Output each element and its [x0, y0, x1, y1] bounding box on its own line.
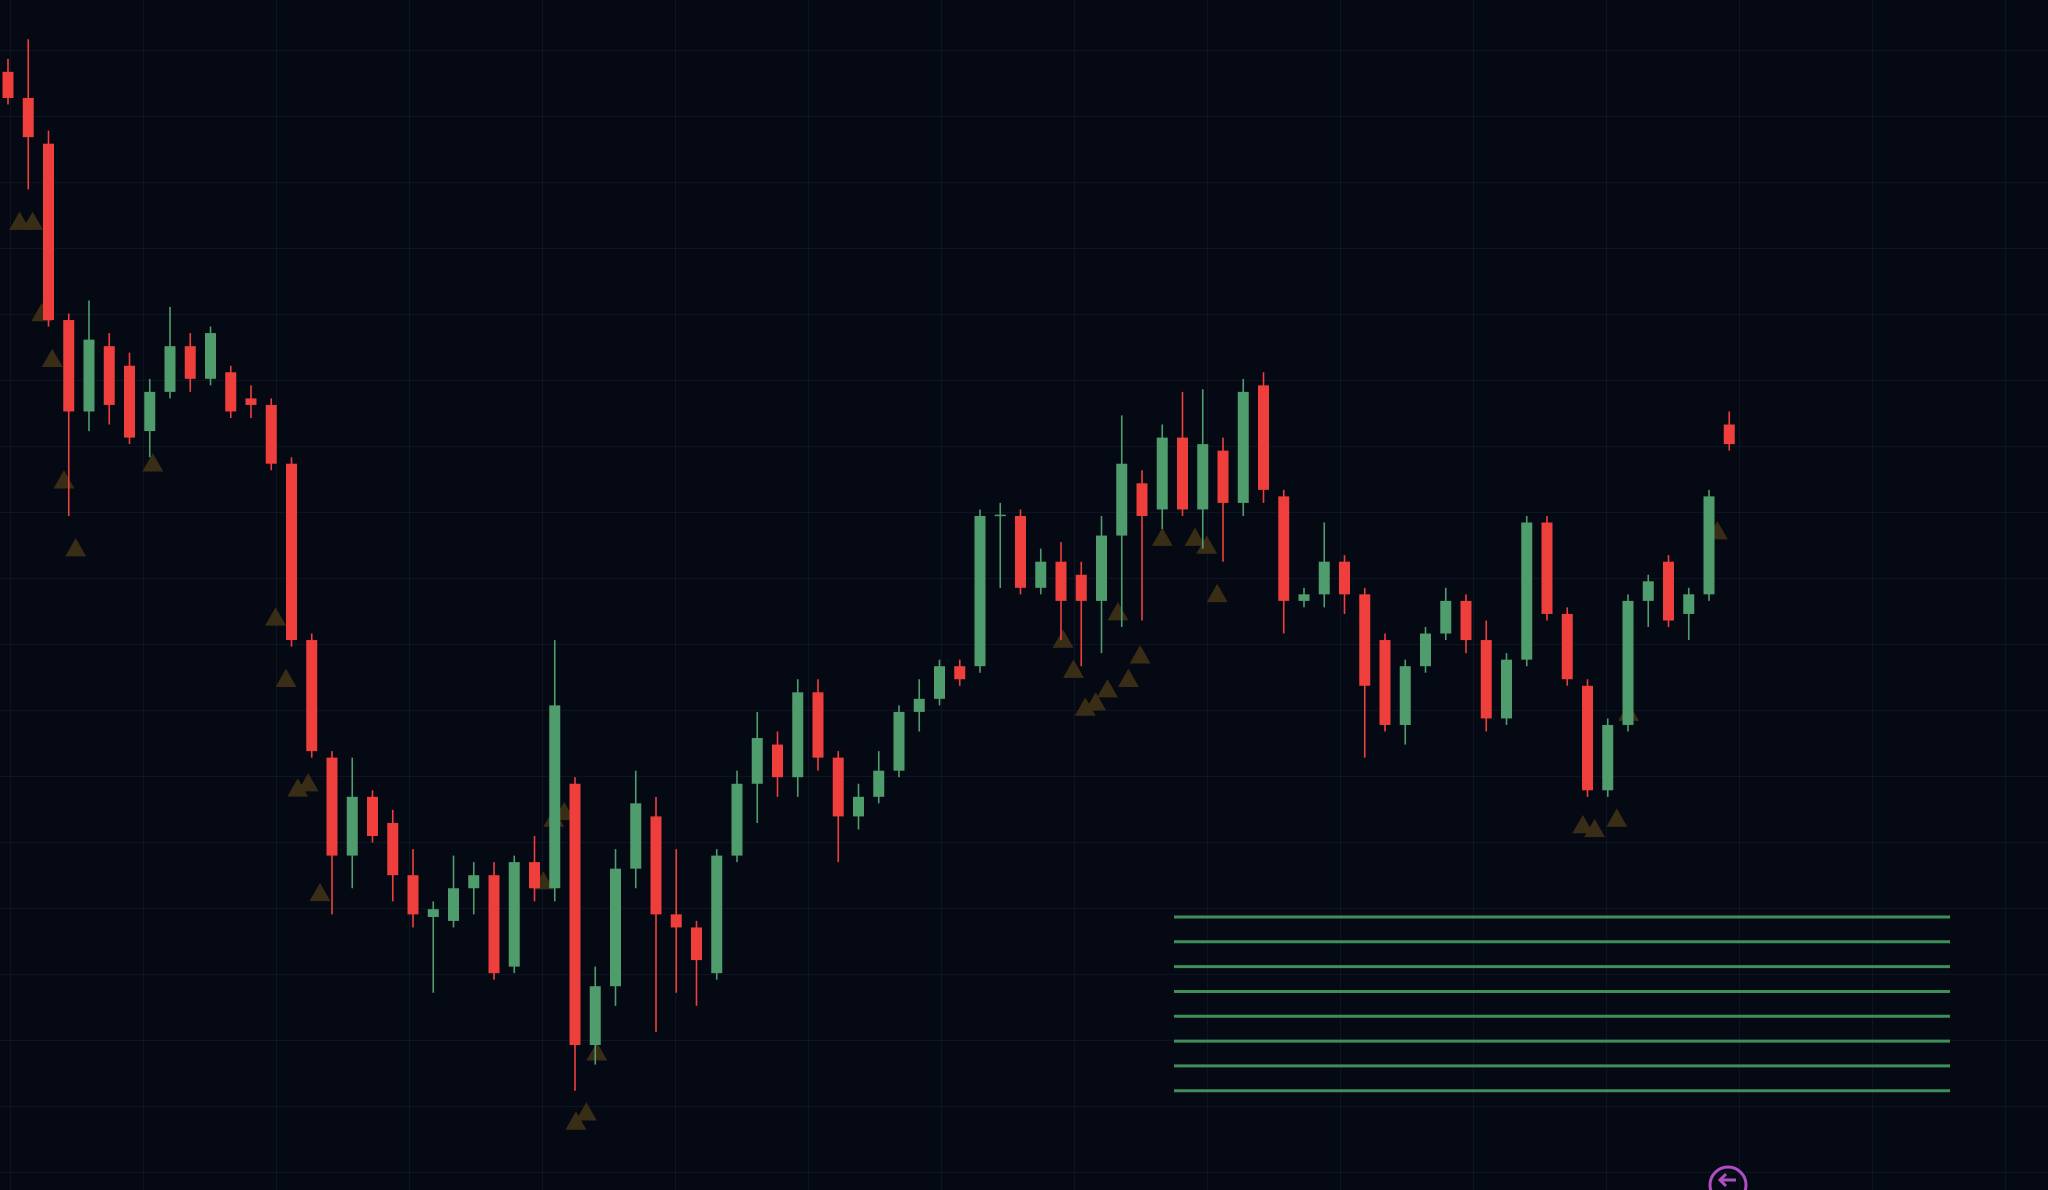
candle-body — [387, 822, 399, 876]
candle-body — [164, 346, 176, 392]
candle-body — [589, 986, 601, 1046]
candle-body — [367, 796, 378, 837]
candle-body — [934, 666, 945, 699]
candle-body — [1318, 561, 1330, 595]
candle-body — [630, 803, 642, 869]
candle-body — [83, 339, 95, 412]
candle-body — [1075, 574, 1087, 601]
candle-body — [1703, 496, 1715, 595]
candle-body — [346, 796, 358, 856]
candle-body — [1561, 613, 1573, 680]
candle-body — [1096, 535, 1107, 601]
candle-body — [488, 875, 500, 974]
candle-body — [1663, 561, 1674, 621]
candles — [2, 39, 1735, 1091]
candle-body — [448, 888, 459, 921]
candle-body — [893, 711, 905, 771]
candle-body — [1197, 444, 1209, 510]
candle-body — [1582, 685, 1593, 791]
candle-body — [549, 705, 561, 889]
candle-body — [1480, 640, 1492, 719]
candle-body — [124, 365, 135, 438]
candle-body — [1359, 594, 1371, 686]
candle-body — [731, 783, 743, 856]
candle-body — [1622, 600, 1634, 725]
candle-body — [1440, 600, 1452, 634]
candle-body — [2, 71, 14, 98]
candle-body — [711, 855, 723, 974]
candle-body — [954, 666, 966, 680]
candle-body — [1723, 424, 1735, 445]
candle-body — [326, 757, 338, 856]
candle-body — [853, 796, 864, 817]
candle-body — [1035, 561, 1047, 588]
candle-body — [468, 875, 480, 889]
candle-body — [265, 404, 277, 464]
candle-body — [225, 372, 237, 412]
candle-body — [144, 391, 156, 432]
candle-body — [245, 398, 257, 405]
candle-body — [63, 320, 75, 412]
candle-body — [772, 744, 783, 778]
candle-body — [407, 875, 419, 915]
candle-body — [1136, 483, 1148, 516]
candle-body — [1379, 640, 1391, 725]
candle-body — [1399, 666, 1411, 725]
candle-body — [670, 914, 682, 928]
candle-body — [1541, 522, 1553, 614]
candle-body — [22, 97, 34, 138]
navigate-button[interactable] — [1708, 1165, 1748, 1190]
candle-body — [812, 692, 824, 758]
candle-body — [1460, 600, 1472, 641]
candle-body — [1217, 450, 1229, 503]
candle-body — [529, 862, 540, 889]
candle-body — [650, 816, 662, 915]
candle-body — [1298, 594, 1310, 601]
candle-body — [286, 463, 297, 641]
candle-body — [1116, 463, 1128, 536]
candle-body — [1339, 561, 1350, 595]
candle-body — [994, 514, 1006, 517]
candle-body — [832, 757, 844, 817]
candle-body — [205, 333, 216, 379]
candle-body — [306, 640, 318, 752]
candle-body — [1602, 724, 1614, 791]
candle-body — [792, 692, 804, 778]
candle-body — [1683, 594, 1695, 614]
candle-body — [974, 515, 986, 667]
candle-body — [691, 927, 702, 961]
candle-body — [610, 868, 621, 987]
candle-body — [1278, 496, 1290, 601]
candle-body — [1015, 515, 1026, 588]
candle-body — [1055, 561, 1067, 601]
candle-body — [1501, 659, 1512, 719]
candle-body — [1237, 391, 1249, 503]
candle-body — [1521, 522, 1533, 660]
candle-body — [1642, 581, 1654, 601]
candle-body — [508, 862, 520, 967]
candle-body — [184, 346, 196, 379]
candle-body — [1420, 633, 1431, 667]
candle-body — [751, 738, 763, 784]
candle-body — [103, 346, 115, 405]
candle-body — [913, 698, 925, 712]
candle-body — [1156, 437, 1168, 510]
candle-body — [1258, 385, 1269, 490]
candle-body — [873, 770, 885, 797]
candle-body — [569, 783, 581, 1046]
candle-body — [1177, 437, 1188, 510]
candle-body — [43, 143, 54, 321]
candle-body — [427, 909, 439, 917]
